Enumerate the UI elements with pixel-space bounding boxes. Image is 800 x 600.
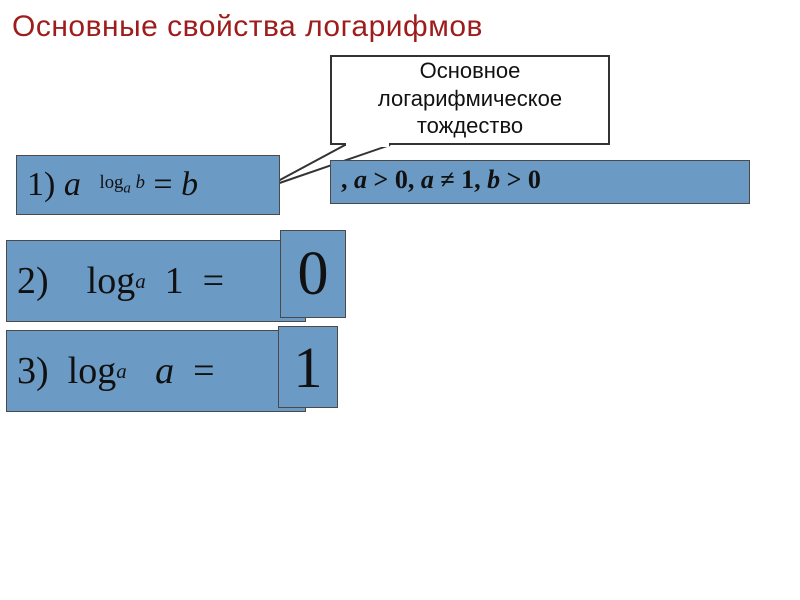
formula-3-arg: a xyxy=(127,349,194,393)
formula-1-eq: = xyxy=(145,166,181,204)
formula-2-answer: 0 xyxy=(280,230,346,318)
formula-1-label: 1) xyxy=(27,166,64,204)
callout-line3: тождество xyxy=(332,112,608,140)
formula-1-box: 1) a loga b = b xyxy=(16,155,280,215)
formula-1-rhs: b xyxy=(181,166,198,204)
callout-line1: Основное xyxy=(332,57,608,85)
callout-line2: логарифмическое xyxy=(332,85,608,113)
formula-2-box: 2) log a 1 = xyxy=(6,240,306,322)
formula-3-base: a xyxy=(116,359,126,384)
formula-3-eq: = xyxy=(193,349,214,393)
formula-2-base: a xyxy=(135,269,145,294)
conditions-box: , a > 0, a ≠ 1, b > 0 xyxy=(330,160,750,204)
formula-2-eq: = xyxy=(203,259,224,303)
formula-2-label: 2) xyxy=(17,259,87,303)
formula-3-box: 3) log a a = xyxy=(6,330,306,412)
formula-2-arg: 1 xyxy=(146,259,203,303)
formula-3-label: 3) xyxy=(17,349,68,393)
formula-1-base-a: a xyxy=(64,166,81,204)
callout-box: Основное логарифмическое тождество xyxy=(330,55,610,145)
formula-2-log: log xyxy=(87,259,136,303)
formula-3-log: log xyxy=(68,349,117,393)
formula-3-answer: 1 xyxy=(278,326,338,408)
formula-1-exponent: loga b xyxy=(81,150,145,220)
page-title: Основные свойства логарифмов xyxy=(12,10,483,44)
